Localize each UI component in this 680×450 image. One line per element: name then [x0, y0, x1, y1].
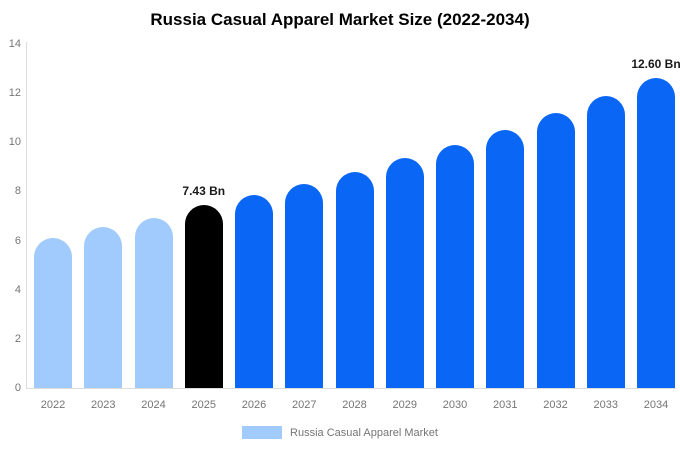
y-tick-label: 4: [14, 283, 21, 296]
y-tick-label: 8: [14, 185, 21, 198]
x-tick-label: 2025: [191, 399, 216, 411]
chart-title: Russia Casual Apparel Market Size (2022-…: [150, 10, 530, 29]
bar-2029: [385, 158, 424, 388]
bar-2023: [84, 227, 123, 388]
x-tick-label: 2034: [643, 399, 669, 411]
x-axis-line: [26, 388, 676, 389]
x-tick-label: 2022: [40, 399, 66, 411]
x-tick-label: 2029: [392, 399, 417, 411]
bar-2026: [235, 195, 273, 388]
y-tick-label: 0: [14, 382, 21, 394]
x-tick-label: 2031: [493, 399, 518, 411]
bar-2034: [637, 78, 675, 388]
legend: Russia Casual Apparel Market: [0, 426, 680, 439]
bar-2024: [134, 218, 173, 388]
bar-2033: [586, 95, 625, 388]
y-tick-label: 2: [14, 332, 21, 345]
x-tick-label: 2028: [342, 399, 367, 411]
legend-label: Russia Casual Apparel Market: [290, 426, 438, 439]
bar-2031: [486, 130, 525, 388]
y-tick-label: 14: [8, 38, 21, 50]
value-annotation: 7.43 Bn: [182, 184, 226, 199]
bar-2027: [285, 184, 324, 388]
bar-2028: [335, 171, 374, 388]
x-tick-label: 2026: [241, 399, 267, 411]
y-tick-label: 10: [8, 136, 21, 149]
value-annotation: 12.60 Bn: [631, 57, 680, 72]
x-tick-label: 2024: [141, 399, 166, 411]
y-tick-label: 6: [14, 234, 21, 247]
x-tick-label: 2032: [543, 399, 568, 411]
x-tick-label: 2023: [91, 399, 116, 411]
bar-2025: [184, 205, 223, 388]
x-tick-label: 2027: [292, 399, 317, 411]
bar-2030: [436, 144, 474, 388]
x-tick-label: 2030: [442, 399, 468, 411]
y-tick-label: 12: [8, 87, 21, 100]
bar-2032: [536, 112, 575, 388]
legend-swatch: [242, 426, 283, 439]
bar-2022: [34, 238, 72, 388]
x-tick-label: 2033: [593, 399, 618, 411]
y-axis-line: [26, 42, 27, 389]
